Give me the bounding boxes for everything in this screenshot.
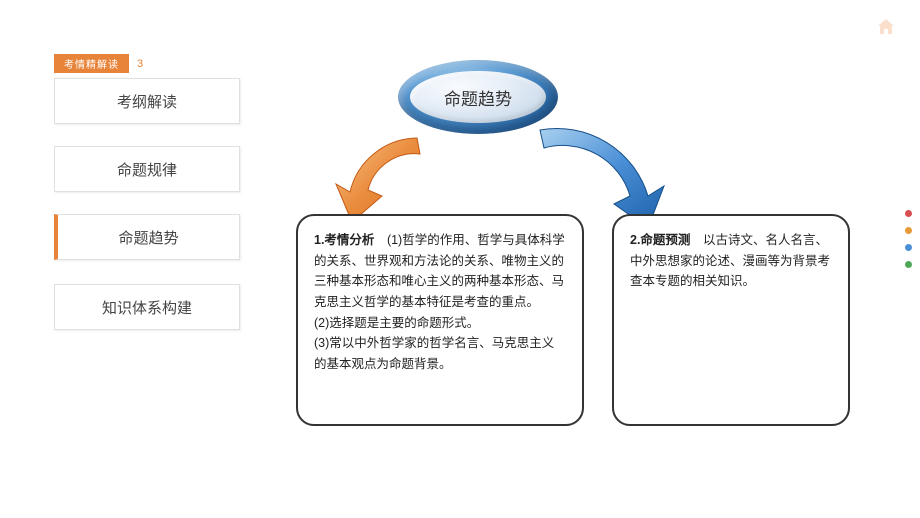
dot xyxy=(905,261,912,268)
dot xyxy=(905,244,912,251)
sidebar-item-label: 命题趋势 xyxy=(118,227,178,248)
sidebar-item-label: 命题规律 xyxy=(117,159,177,180)
box-title: 2.命题预测 xyxy=(630,233,690,247)
box-title: 1.考情分析 xyxy=(314,233,374,247)
sidebar: 考纲解读 命题规律 命题趋势 知识体系构建 xyxy=(54,78,240,352)
sidebar-item-label: 知识体系构建 xyxy=(102,297,192,318)
box-body: (1)哲学的作用、哲学与具体科学的关系、世界观和方法论的关系、唯物主义的三种基本… xyxy=(314,233,565,371)
dot xyxy=(905,227,912,234)
home-icon[interactable] xyxy=(876,18,896,41)
header-tag: 考情精解读 xyxy=(54,54,129,73)
side-dots xyxy=(905,210,912,268)
sidebar-item-rules[interactable]: 命题规律 xyxy=(54,146,240,192)
analysis-box: 1.考情分析 (1)哲学的作用、哲学与具体科学的关系、世界观和方法论的关系、唯物… xyxy=(296,214,584,426)
sidebar-item-system[interactable]: 知识体系构建 xyxy=(54,284,240,330)
prediction-box: 2.命题预测 以古诗文、名人名言、中外思想家的论述、漫画等为背景考查本专题的相关… xyxy=(612,214,850,426)
dot xyxy=(905,210,912,217)
sidebar-item-label: 考纲解读 xyxy=(117,91,177,112)
sidebar-item-trend[interactable]: 命题趋势 xyxy=(54,214,240,260)
center-label: 命题趋势 xyxy=(410,71,546,123)
page-number: 3 xyxy=(137,58,143,70)
sidebar-item-outline[interactable]: 考纲解读 xyxy=(54,78,240,124)
header-bar: 考情精解读 3 xyxy=(54,54,143,73)
